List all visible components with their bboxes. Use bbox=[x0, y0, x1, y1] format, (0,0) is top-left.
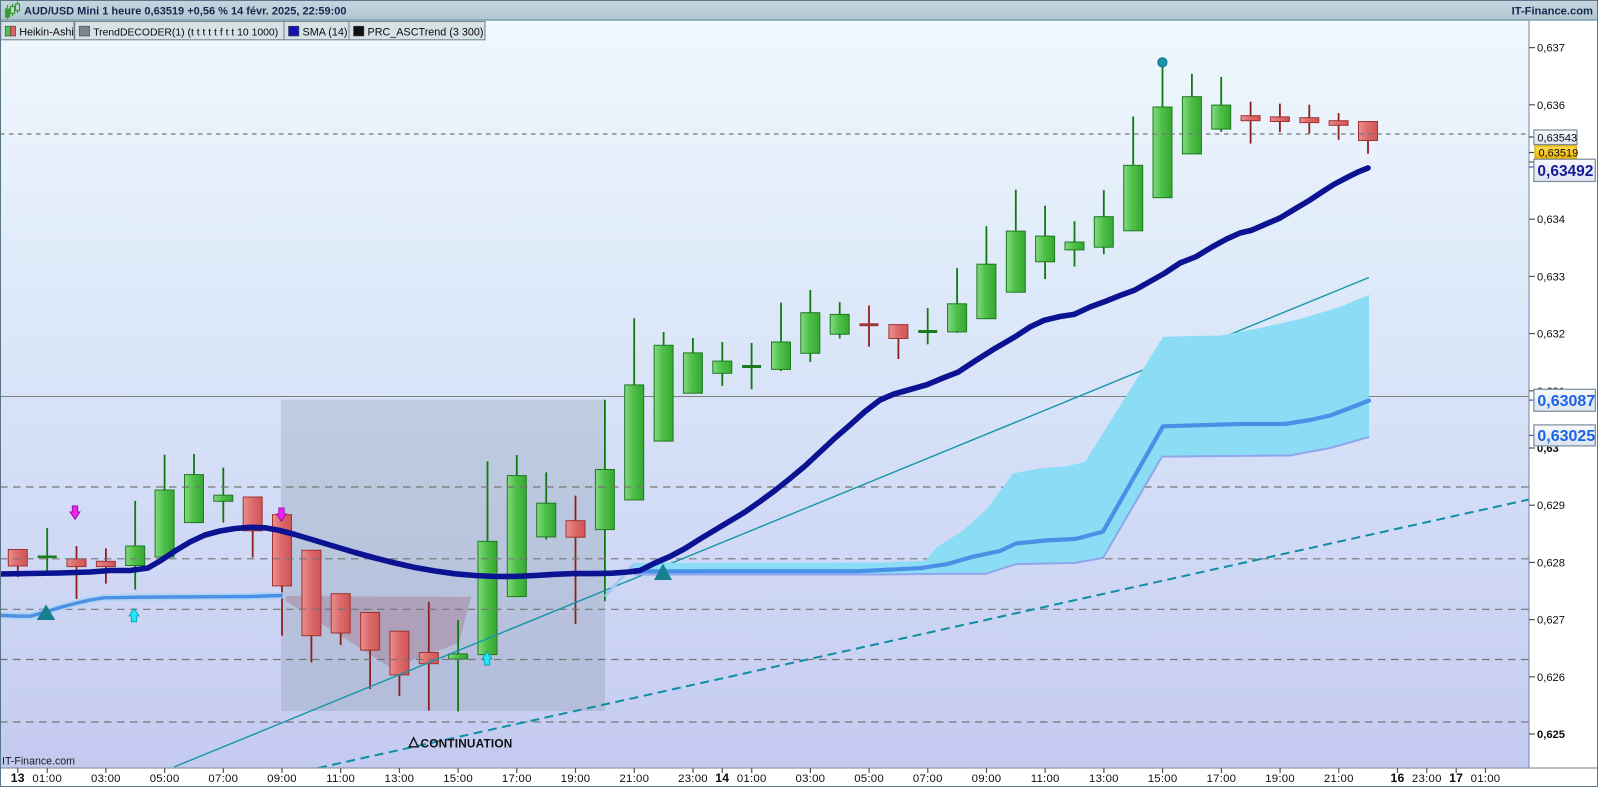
svg-text:17: 17 bbox=[1449, 771, 1463, 785]
svg-text:0,63543: 0,63543 bbox=[1537, 132, 1577, 144]
svg-text:07:00: 07:00 bbox=[208, 773, 238, 785]
svg-text:11:00: 11:00 bbox=[1031, 773, 1060, 785]
svg-text:AUD/USD Mini 1 heure 0,63519 +: AUD/USD Mini 1 heure 0,63519 +0,56 % 14 … bbox=[24, 6, 347, 18]
svg-text:0,63519: 0,63519 bbox=[1539, 148, 1579, 160]
svg-text:01:00: 01:00 bbox=[32, 773, 62, 785]
svg-text:TrendDECODER(1) (t t t t t f t: TrendDECODER(1) (t t t t t f t t 10 1000… bbox=[93, 27, 278, 38]
svg-text:0,632: 0,632 bbox=[1537, 329, 1565, 341]
svg-text:16: 16 bbox=[1390, 771, 1404, 785]
svg-text:14: 14 bbox=[715, 771, 729, 785]
svg-text:21:00: 21:00 bbox=[619, 773, 649, 785]
svg-text:0,63025: 0,63025 bbox=[1537, 428, 1595, 445]
svg-text:0,637: 0,637 bbox=[1537, 43, 1565, 55]
svg-text:23:00: 23:00 bbox=[1412, 773, 1442, 785]
svg-text:15:00: 15:00 bbox=[1148, 773, 1178, 785]
svg-text:17:00: 17:00 bbox=[1207, 773, 1237, 785]
svg-text:09:00: 09:00 bbox=[972, 773, 1002, 785]
svg-text:13: 13 bbox=[11, 771, 25, 785]
svg-text:07:00: 07:00 bbox=[913, 773, 943, 785]
svg-text:21:00: 21:00 bbox=[1324, 773, 1354, 785]
svg-text:17:00: 17:00 bbox=[502, 773, 532, 785]
svg-text:CONTINUATION: CONTINUATION bbox=[421, 736, 513, 750]
svg-text:0,63492: 0,63492 bbox=[1537, 163, 1593, 180]
svg-text:19:00: 19:00 bbox=[1265, 773, 1295, 785]
svg-text:15:00: 15:00 bbox=[443, 773, 473, 785]
svg-text:03:00: 03:00 bbox=[91, 773, 121, 785]
svg-text:IT-Finance.com: IT-Finance.com bbox=[1512, 6, 1593, 18]
svg-text:0,633: 0,633 bbox=[1537, 271, 1565, 283]
svg-text:SMA (14): SMA (14) bbox=[303, 26, 348, 38]
svg-text:0,625: 0,625 bbox=[1537, 729, 1565, 741]
svg-text:0,629: 0,629 bbox=[1537, 500, 1565, 512]
svg-text:01:00: 01:00 bbox=[1471, 773, 1501, 785]
svg-text:PRC_ASCTrend (3 300): PRC_ASCTrend (3 300) bbox=[368, 26, 484, 38]
svg-text:05:00: 05:00 bbox=[150, 773, 180, 785]
svg-text:0,626: 0,626 bbox=[1537, 672, 1565, 684]
svg-text:13:00: 13:00 bbox=[385, 773, 415, 785]
svg-text:0,628: 0,628 bbox=[1537, 557, 1565, 569]
svg-text:05:00: 05:00 bbox=[854, 773, 884, 785]
svg-text:09:00: 09:00 bbox=[267, 773, 297, 785]
svg-text:13:00: 13:00 bbox=[1089, 773, 1119, 785]
svg-text:0,636: 0,636 bbox=[1537, 100, 1565, 112]
svg-text:01:00: 01:00 bbox=[737, 773, 767, 785]
svg-text:0,63087: 0,63087 bbox=[1537, 393, 1595, 410]
svg-text:0,634: 0,634 bbox=[1537, 214, 1565, 226]
svg-text:19:00: 19:00 bbox=[561, 773, 591, 785]
svg-text:03:00: 03:00 bbox=[796, 773, 826, 785]
svg-text:0,627: 0,627 bbox=[1537, 615, 1565, 627]
svg-text:Heikin-Ashi: Heikin-Ashi bbox=[19, 26, 74, 38]
svg-text:11:00: 11:00 bbox=[326, 773, 355, 785]
svg-text:23:00: 23:00 bbox=[678, 773, 708, 785]
svg-text:IT-Finance.com: IT-Finance.com bbox=[2, 756, 75, 768]
